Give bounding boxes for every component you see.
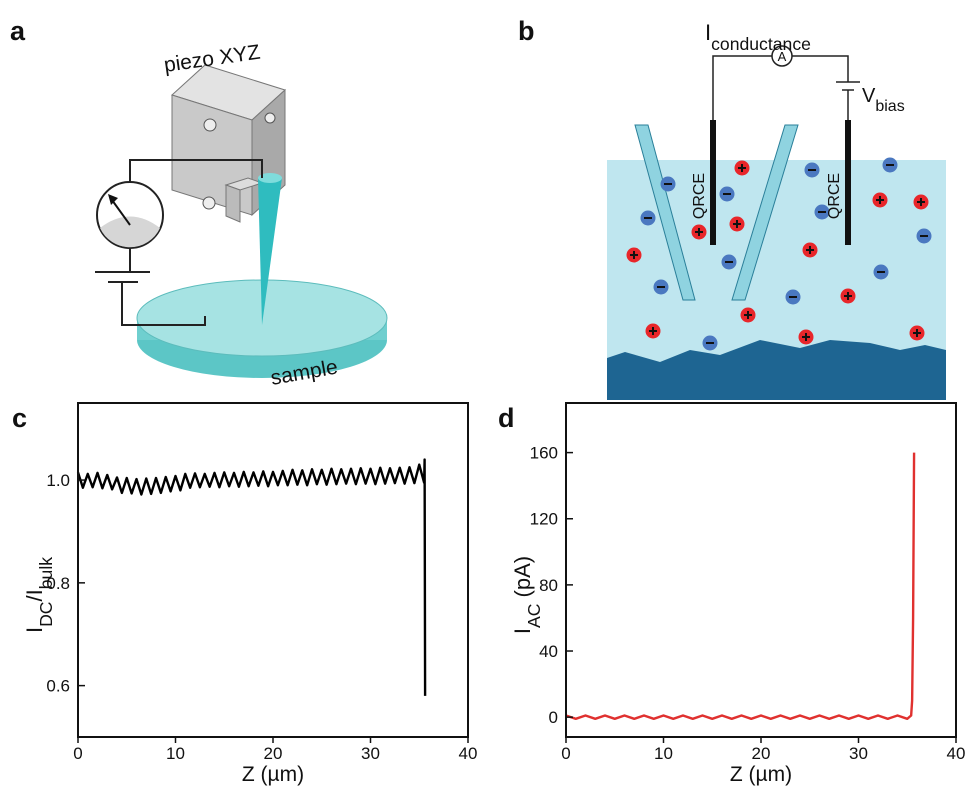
y-tick-label: 120 bbox=[530, 510, 558, 529]
y-tick-label: 40 bbox=[539, 642, 558, 661]
wire bbox=[121, 282, 206, 326]
x-tick-label: 30 bbox=[361, 744, 380, 763]
screw bbox=[202, 196, 216, 210]
y-axis-label-part: I bbox=[510, 628, 535, 634]
pipette-top bbox=[258, 173, 282, 183]
meter-needle bbox=[111, 199, 131, 226]
panel-b-diagram: A QRCE QRCE bbox=[607, 45, 946, 400]
panel-a-diagram bbox=[95, 64, 388, 378]
y-tick-label: 0.8 bbox=[46, 574, 70, 593]
y-axis-label: IAC (pA) bbox=[510, 556, 544, 634]
y-tick-label: 0.6 bbox=[46, 677, 70, 696]
screw bbox=[264, 112, 276, 124]
screw bbox=[203, 118, 217, 132]
x-tick-label: 30 bbox=[849, 744, 868, 763]
wire bbox=[712, 55, 772, 120]
data-line bbox=[76, 458, 427, 696]
bias-label: Vbias bbox=[862, 85, 905, 115]
y-tick-label: 1.0 bbox=[46, 471, 70, 490]
x-tick-label: 0 bbox=[73, 744, 82, 763]
holder bbox=[225, 184, 241, 223]
data-line bbox=[565, 452, 916, 721]
current-label-part: I bbox=[705, 20, 711, 45]
y-axis-label-part: /I bbox=[22, 589, 47, 601]
y-tick-label: 80 bbox=[539, 576, 558, 595]
y-tick-label: 160 bbox=[530, 444, 558, 463]
panel-label: c bbox=[12, 403, 27, 433]
x-tick-label: 0 bbox=[561, 744, 570, 763]
x-axis-label: Z (µm) bbox=[242, 763, 304, 786]
y-axis-label-part: bulk bbox=[36, 557, 56, 589]
electrode-label: QRCE bbox=[691, 173, 708, 219]
x-tick-label: 10 bbox=[166, 744, 185, 763]
current-label: Iconductance bbox=[705, 20, 811, 54]
current-label-part: conductance bbox=[711, 34, 811, 54]
y-axis-label: IDC/Ibulk bbox=[22, 557, 56, 633]
pipette-tip bbox=[258, 178, 282, 325]
ammeter bbox=[771, 45, 793, 67]
x-tick-label: 10 bbox=[654, 744, 673, 763]
panel-label: d bbox=[498, 403, 515, 433]
y-tick-label: 0 bbox=[549, 708, 558, 727]
plot-frame bbox=[77, 402, 469, 738]
pipette bbox=[634, 124, 696, 301]
y-axis-label-part: I bbox=[22, 627, 47, 633]
ammeter-label: A bbox=[778, 49, 787, 64]
x-tick-label: 20 bbox=[752, 744, 771, 763]
electrode bbox=[710, 120, 716, 245]
x-axis-label: Z (µm) bbox=[730, 763, 792, 786]
panel-label: b bbox=[518, 16, 535, 46]
electrode-label: QRCE bbox=[826, 173, 843, 219]
meter-scale bbox=[100, 216, 160, 248]
bias-label-part: bias bbox=[875, 98, 904, 115]
electrode bbox=[845, 120, 851, 245]
wire bbox=[792, 55, 849, 82]
y-axis-label-part: AC bbox=[524, 603, 544, 628]
pipette bbox=[731, 124, 799, 301]
wire bbox=[129, 159, 263, 182]
x-tick-label: 20 bbox=[264, 744, 283, 763]
ions bbox=[626, 157, 932, 351]
panel-label: a bbox=[10, 16, 26, 46]
y-axis-label-part: (pA) bbox=[510, 556, 535, 604]
bias-label-part: V bbox=[862, 85, 876, 107]
x-tick-label: 40 bbox=[947, 744, 966, 763]
plot-frame bbox=[565, 402, 957, 738]
meter-arrow bbox=[108, 194, 118, 205]
substrate bbox=[607, 340, 946, 400]
y-axis-label-part: DC bbox=[36, 601, 56, 627]
x-tick-label: 40 bbox=[459, 744, 478, 763]
